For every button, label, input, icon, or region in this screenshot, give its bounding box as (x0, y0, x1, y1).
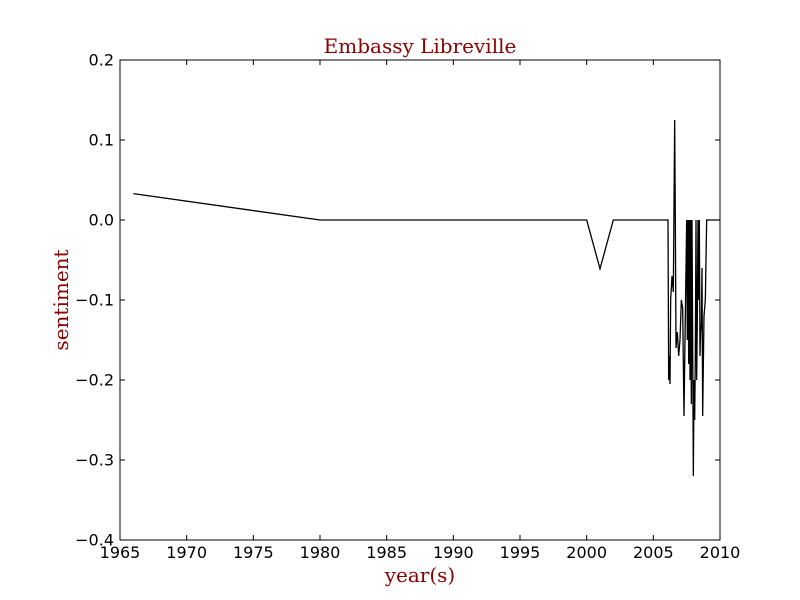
x-tick-label: 1990 (433, 543, 474, 562)
line-layer (133, 119, 720, 477)
y-tick-label: −0.4 (75, 531, 114, 550)
series-line (133, 119, 720, 477)
y-tick-label: 0.2 (89, 51, 114, 70)
y-tick-label: −0.1 (75, 291, 114, 310)
labels-layer: 1965 1970 1975 1980 1985 1990 1995 2000 2005 2010… (75, 51, 740, 563)
x-tick-label: 1975 (233, 543, 274, 562)
y-axis-label: sentiment (49, 249, 73, 350)
x-tick-label: 2000 (566, 543, 607, 562)
x-tick-label: 1995 (500, 543, 541, 562)
y-tick-label: −0.3 (75, 451, 114, 470)
y-tick-label: 0.0 (89, 211, 114, 230)
x-tick-label: 2005 (633, 543, 674, 562)
x-tick-label: 1985 (366, 543, 407, 562)
plot-frame (119, 59, 721, 541)
y-tick-label: 0.1 (89, 131, 114, 150)
x-tick-label: 1965 (100, 543, 141, 562)
x-tick-label: 2010 (700, 543, 741, 562)
x-tick-label: 1980 (300, 543, 341, 562)
x-axis-label: year(s) (384, 563, 456, 587)
x-tick-label: 1970 (166, 543, 207, 562)
y-tick-label: −0.2 (75, 371, 114, 390)
plot-area (120, 60, 720, 540)
chart-title: Embassy Libreville (324, 34, 517, 58)
